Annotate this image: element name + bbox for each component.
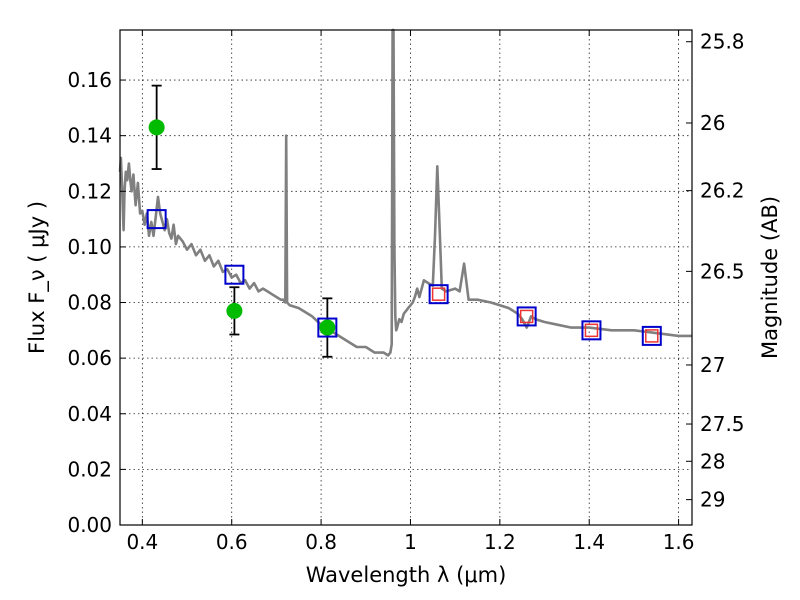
model-photometry-square — [146, 209, 167, 230]
nir-photometry-square — [584, 323, 599, 338]
y-tick-label: 0.12 — [67, 179, 112, 203]
model-sed-layer — [118, 28, 692, 357]
nir-photometry-square — [431, 287, 446, 301]
y2-tick-label: 27.5 — [700, 412, 745, 436]
y-axis-label: Flux F_ν ( μJy ) — [25, 201, 50, 354]
y2-tick-label: 25.8 — [700, 30, 745, 54]
plot-frame — [119, 29, 693, 526]
model-photometry-square — [428, 284, 449, 305]
x-tick-label: 1 — [404, 530, 417, 554]
model-photometry-square — [317, 317, 338, 338]
x-tick-label: 1.4 — [573, 530, 605, 554]
grid — [120, 30, 692, 525]
model-photometry-square — [641, 325, 662, 346]
x-tick-label: 0.6 — [216, 530, 248, 554]
y2-axis-label: Magnitude (AB) — [758, 196, 782, 359]
y-tick-label: 0.16 — [67, 68, 112, 92]
y-tick-label: 0.04 — [67, 402, 112, 426]
x-tick-label: 1.2 — [484, 530, 516, 554]
y2-tick-label: 26.5 — [700, 259, 745, 283]
observed-point — [319, 319, 336, 336]
y-tick-label: 0.10 — [67, 235, 112, 259]
x-tick-label: 0.8 — [305, 530, 337, 554]
model-photometry-square — [516, 306, 537, 327]
nir-photometry-square — [645, 329, 659, 343]
y-tick-label: 0.14 — [67, 124, 112, 148]
nir-photometry-square — [519, 309, 534, 324]
axis-ticks: 0.4 0.6 0.8 1 1.2 1.4 1.6 0.00 0.02 0.04 0.06 0.08 0… — [67, 30, 744, 554]
y2-tick-label: 26 — [700, 111, 725, 135]
y2-tick-label: 28 — [700, 449, 725, 473]
model-photometry-square — [581, 320, 602, 341]
x-tick-label: 1.6 — [663, 530, 695, 554]
x-tick-label: 0.4 — [126, 530, 158, 554]
model-photometry-square — [224, 264, 245, 285]
x-axis-label: Wavelength λ (μm) — [306, 563, 507, 587]
y2-tick-label: 26.2 — [700, 179, 745, 203]
model-sed-line — [118, 28, 692, 357]
y2-tick-label: 29 — [700, 488, 725, 512]
y-tick-label: 0.00 — [67, 513, 112, 537]
photometry-layer — [146, 84, 662, 358]
y-tick-label: 0.02 — [67, 457, 112, 481]
y2-tick-label: 27 — [700, 353, 725, 377]
y-tick-label: 0.08 — [67, 291, 112, 315]
observed-point — [148, 119, 165, 136]
observed-point — [226, 302, 243, 319]
y-tick-label: 0.06 — [67, 346, 112, 370]
